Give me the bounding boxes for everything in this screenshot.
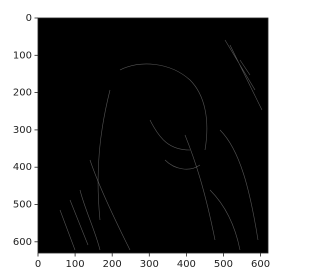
y-tick-label: 600: [13, 237, 32, 248]
y-tick-label: 100: [13, 50, 32, 61]
x-tick-label: 200: [103, 259, 122, 270]
y-tick-label: 500: [13, 200, 32, 211]
y-tick-label: 0: [26, 13, 32, 24]
x-tick-label: 0: [35, 259, 41, 270]
page: 01002003004005006000100200300400500600 (…: [0, 0, 320, 272]
plot-area: [38, 18, 268, 253]
y-tick-label: 300: [13, 125, 32, 136]
y-tick-label: 200: [13, 88, 32, 99]
image: [38, 18, 268, 253]
x-tick-label: 500: [214, 259, 233, 270]
x-tick-label: 400: [177, 259, 196, 270]
y-tick-label: 400: [13, 162, 32, 173]
x-tick-label: 100: [66, 259, 85, 270]
x-tick-label: 600: [251, 259, 270, 270]
x-tick-label: 300: [140, 259, 159, 270]
